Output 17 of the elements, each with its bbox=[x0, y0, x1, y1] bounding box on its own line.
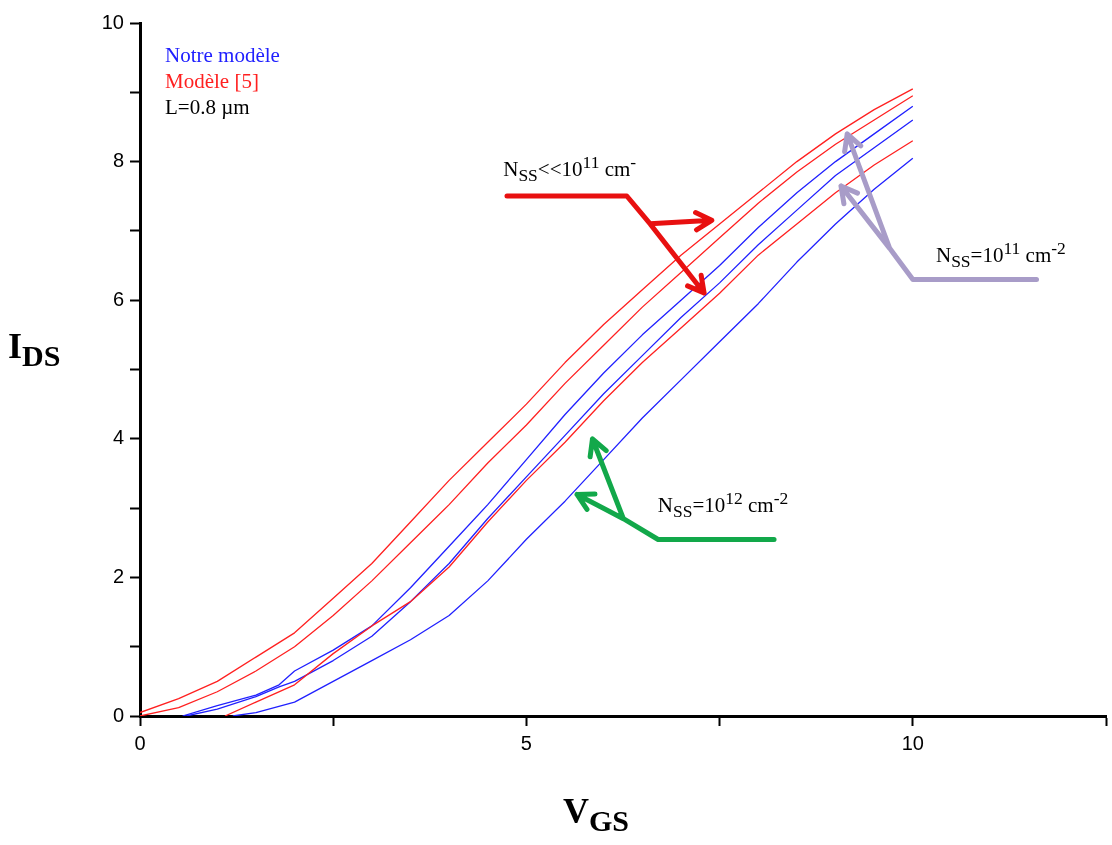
x-tick-label: 10 bbox=[901, 731, 924, 754]
y-tick-label: 6 bbox=[112, 287, 124, 310]
annotation: L=0.8 µm bbox=[165, 95, 250, 120]
y-axis-title: I$_{DS}$ bbox=[8, 324, 61, 373]
text: Notre modèle bbox=[165, 43, 280, 68]
annotation: N$_{SS}$=10$^{12}$ cm$^{-2}$ bbox=[657, 487, 789, 522]
y-tick-label: 2 bbox=[112, 564, 124, 587]
y-tick-label: 4 bbox=[112, 426, 124, 449]
annotation: N$_{SS}$<<10$^{11}$ cm$^{-}$ bbox=[503, 151, 637, 186]
x-axis-title: V$_{GS}$ bbox=[563, 790, 630, 839]
annotation: N$_{SS}$=10$^{11}$ cm$^{-2}$ bbox=[935, 238, 1066, 273]
y-tick-label: 8 bbox=[112, 149, 124, 172]
y-tick-label: 0 bbox=[112, 703, 124, 726]
x-tick-label: 5 bbox=[520, 731, 532, 754]
y-tick-label: 10 bbox=[101, 10, 124, 33]
text: Modèle [5] bbox=[165, 69, 259, 94]
x-tick-label: 0 bbox=[134, 731, 146, 754]
